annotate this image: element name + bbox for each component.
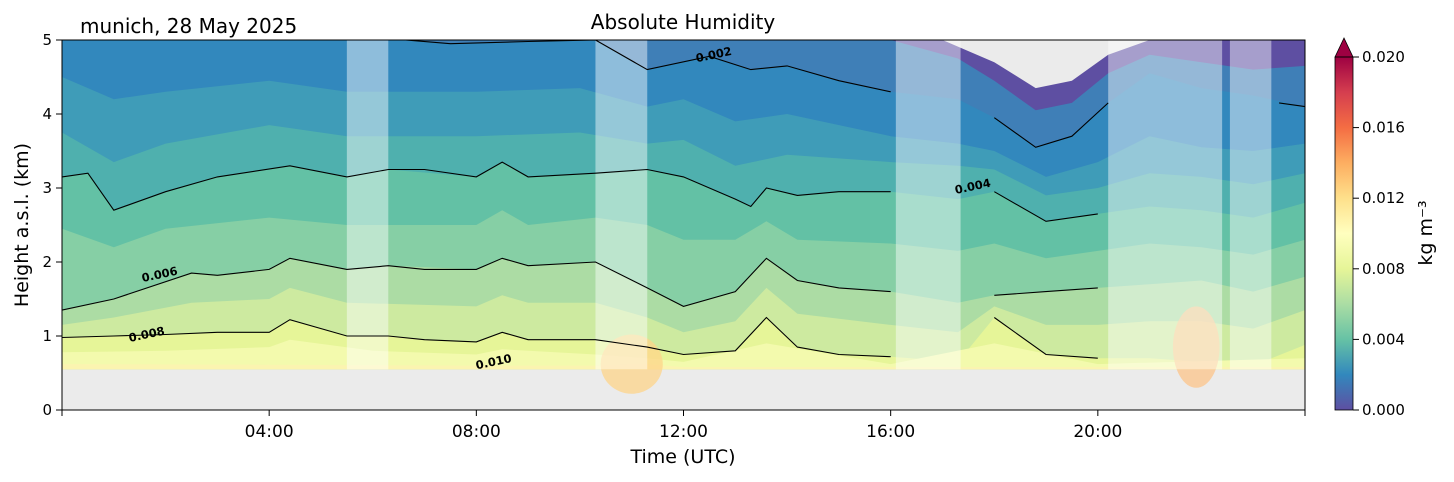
colorbar-tick-label: 0.012 — [1362, 189, 1405, 207]
data-gap-3 — [1108, 40, 1223, 370]
colorbar-tick-label: 0.000 — [1362, 401, 1405, 419]
chart-subtitle: munich, 28 May 2025 — [80, 14, 297, 38]
x-tick-label: 12:00 — [659, 422, 708, 442]
colorbar-tick-label: 0.020 — [1362, 48, 1405, 66]
y-axis-label: Height a.s.l. (km) — [11, 143, 33, 307]
contour-line-0.002-1 — [993, 102, 1109, 148]
colorbar-label: kg m⁻³ — [1415, 200, 1437, 265]
data-gap-2 — [895, 40, 961, 370]
contour-line-0.004-0 — [62, 161, 891, 211]
fill-band-11 — [62, 364, 1305, 370]
contour-line-0.006-1 — [994, 287, 1098, 296]
data-gap-4 — [1229, 40, 1272, 370]
data-gap-0 — [346, 40, 389, 370]
y-tick-label: 4 — [42, 105, 52, 123]
contour-line-0.002-2 — [1279, 102, 1305, 108]
y-tick-label: 5 — [42, 31, 52, 49]
colorbar-extend-arrow — [1334, 37, 1354, 58]
x-tick-label: 04:00 — [245, 422, 294, 442]
colorbar-ticks: 0.000 0.004 0.008 0.012 0.016 0.020 — [1353, 48, 1405, 419]
y-tick-label: 2 — [42, 253, 52, 271]
y-axis-ticks: 0 1 2 3 4 5 — [42, 31, 62, 419]
warm-spot-0 — [600, 334, 663, 394]
contour-lines — [62, 40, 1305, 359]
y-tick-label: 1 — [42, 327, 52, 345]
contour-fill-bands — [62, 40, 1305, 370]
colorbar-tick-label: 0.004 — [1362, 330, 1405, 348]
x-axis-ticks: 04:00 08:00 12:00 16:00 20:00 — [61, 410, 1306, 442]
data-gap-1 — [595, 40, 648, 370]
contour-line-0.004-1 — [994, 191, 1098, 222]
colorbar: 0.000 0.004 0.008 0.012 0.016 0.020 kg m⁻³ — [1334, 37, 1437, 419]
colorbar-tick-label: 0.016 — [1362, 119, 1405, 137]
colorbar-frame — [1334, 56, 1354, 411]
warm-spots — [600, 306, 1220, 394]
x-axis-label: Time (UTC) — [629, 446, 735, 468]
y-tick-label: 0 — [42, 401, 52, 419]
data-gaps — [346, 40, 1272, 370]
fill-band-10 — [62, 339, 1305, 370]
chart-title: Absolute Humidity — [591, 10, 776, 34]
colorbar-gradient — [1335, 57, 1353, 410]
y-tick-label: 3 — [42, 179, 52, 197]
contour-line-0.006-0 — [62, 257, 891, 311]
contour-line-0.008-1 — [993, 317, 1098, 359]
warm-spot-1 — [1172, 306, 1220, 388]
x-tick-label: 16:00 — [866, 422, 915, 442]
x-tick-label: 08:00 — [452, 422, 501, 442]
x-tick-label: 20:00 — [1073, 422, 1122, 442]
colorbar-tick-label: 0.008 — [1362, 260, 1405, 278]
contour-line-0.002-0 — [266, 40, 891, 93]
contour-line-0.008-0 — [62, 316, 891, 358]
